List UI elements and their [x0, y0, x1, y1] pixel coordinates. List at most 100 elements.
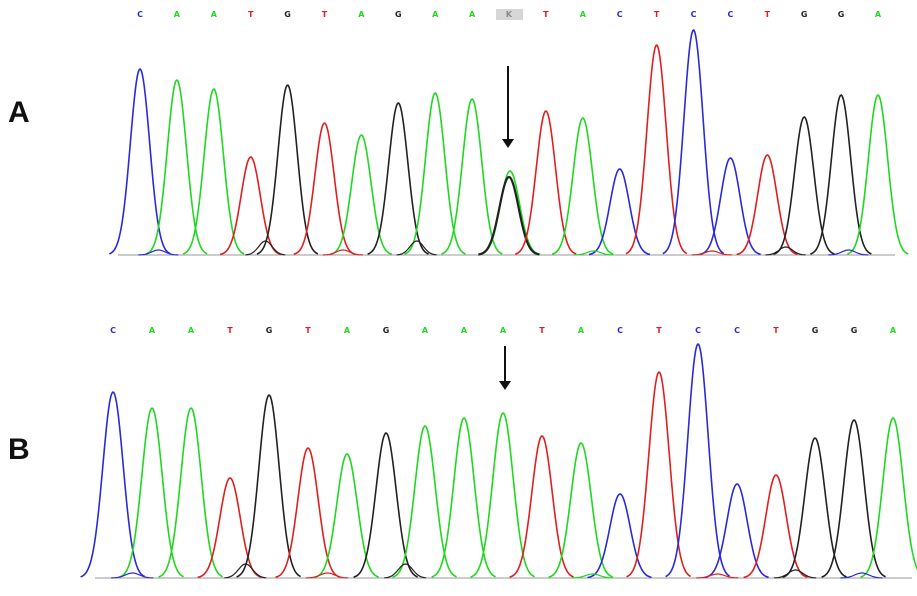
noise-trace: [384, 563, 427, 579]
base-call-letter: C: [695, 326, 701, 335]
base-call-letter: G: [266, 326, 273, 335]
chromatogram-peak: [626, 371, 692, 578]
noise-trace: [396, 240, 437, 256]
base-call-letter: C: [137, 10, 143, 19]
base-call-letter: A: [890, 326, 897, 335]
base-call-letter: T: [305, 326, 311, 335]
chromatogram-peak: [587, 493, 652, 579]
chromatogram-peak: [80, 391, 145, 578]
noise-trace: [224, 563, 267, 579]
base-call-letter: G: [801, 10, 808, 19]
arrow-head: [499, 381, 511, 390]
noise-trace: [138, 249, 179, 256]
base-call-letter: T: [765, 10, 771, 19]
chromatogram-peak: [509, 435, 574, 578]
base-call-letter: C: [727, 10, 733, 19]
arrow-head: [502, 139, 514, 148]
chromatogram-peak: [773, 116, 835, 255]
chromatogram-peak: [293, 122, 356, 255]
chromatogram-peak: [860, 417, 917, 578]
chromatogram-peak: [662, 29, 725, 255]
base-call-letter: G: [395, 10, 402, 19]
base-call-letter: T: [539, 326, 545, 335]
chromatogram-peak: [119, 407, 184, 578]
base-call-letter: G: [838, 10, 845, 19]
chromatogram-peak: [275, 447, 340, 578]
chromatogram-peak: [704, 483, 769, 579]
base-call-letter: C: [734, 326, 740, 335]
base-call-letter: C: [617, 326, 623, 335]
base-call-letter: G: [383, 326, 390, 335]
noise-trace: [696, 573, 739, 579]
noise-trace: [774, 569, 817, 579]
base-call-letter: G: [284, 10, 291, 19]
chromatogram-peak: [736, 154, 798, 256]
chromatogram-peak: [699, 157, 761, 256]
base-call-letter: K: [506, 10, 513, 19]
base-call-letter: A: [422, 326, 429, 335]
base-call-letter: A: [875, 10, 882, 19]
panel-label-b: B: [8, 433, 30, 466]
base-call-letter: A: [461, 326, 468, 335]
chromatogram-peak: [236, 394, 302, 578]
chromatogram-peak: [588, 168, 651, 256]
ambiguous-call-highlight: [496, 9, 523, 20]
noise-trace: [573, 250, 614, 256]
base-call-letter: T: [656, 326, 662, 335]
chromatogram-peak: [145, 79, 208, 255]
noise-trace: [840, 572, 883, 579]
base-call-letter: A: [432, 10, 439, 19]
base-call-letter: A: [344, 326, 351, 335]
chromatogram-peak: [470, 412, 535, 578]
base-call-letter: T: [654, 10, 660, 19]
base-call-letter: T: [227, 326, 233, 335]
chromatogram-peak: [431, 417, 496, 578]
chromatogram-peak: [625, 44, 688, 255]
base-call-letter: A: [174, 10, 181, 19]
chromatogram-peak: [478, 175, 540, 256]
chromatogram-peak: [404, 92, 466, 255]
noise-trace: [306, 572, 349, 579]
noise-trace: [322, 249, 363, 256]
chromatogram-peak: [514, 110, 577, 255]
chromatogram-peak: [782, 437, 847, 578]
chromatogram-peak: [256, 84, 319, 255]
base-call-letter: C: [691, 10, 697, 19]
chromatogram-peak: [314, 453, 379, 579]
base-call-letter: A: [188, 326, 195, 335]
chromatogram-peak: [665, 343, 731, 578]
chromatogram-peak: [810, 94, 872, 255]
base-call-letter: G: [812, 326, 819, 335]
noise-trace: [111, 572, 154, 579]
noise-trace: [571, 573, 614, 579]
chromatogram-peak: [109, 68, 171, 255]
base-call-letter: T: [773, 326, 779, 335]
base-call-letter: T: [543, 10, 549, 19]
panel-label-a: A: [8, 96, 30, 129]
chromatogram-peak: [392, 425, 457, 578]
base-call-letter: A: [358, 10, 365, 19]
base-call-letter: A: [149, 326, 156, 335]
base-call-letter: C: [110, 326, 116, 335]
chromatogram-peak: [367, 102, 429, 255]
chromatogram-peak: [821, 419, 886, 578]
chromatogram-peak: [330, 134, 392, 256]
chromatogram-peak: [197, 477, 262, 579]
noise-trace: [245, 240, 286, 256]
base-call-letter: A: [469, 10, 476, 19]
base-call-letter: G: [851, 326, 858, 335]
base-call-letter: T: [248, 10, 254, 19]
base-call-letter: T: [322, 10, 328, 19]
chromatogram-peak: [743, 474, 808, 579]
noise-trace: [765, 246, 806, 256]
noise-trace: [828, 249, 869, 256]
chromatogram-peak: [847, 94, 909, 255]
noise-trace: [691, 250, 732, 256]
base-call-letter: A: [500, 326, 507, 335]
base-call-letter: A: [580, 10, 587, 19]
base-call-letter: A: [211, 10, 218, 19]
base-call-letter: A: [578, 326, 585, 335]
chromatogram-peak: [551, 117, 614, 255]
base-call-letter: C: [617, 10, 623, 19]
